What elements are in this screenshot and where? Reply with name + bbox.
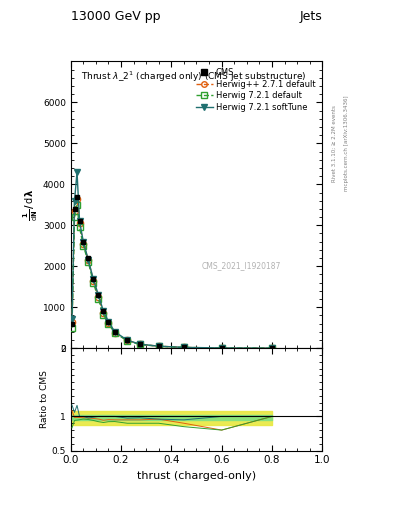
Text: Thrust $\lambda\_2^1$ (charged only) (CMS jet substructure): Thrust $\lambda\_2^1$ (charged only) (CM…: [81, 70, 307, 84]
X-axis label: thrust (charged-only): thrust (charged-only): [137, 471, 256, 481]
Text: 13000 GeV pp: 13000 GeV pp: [71, 10, 160, 23]
Text: Rivet 3.1.10; ≥ 2.2M events: Rivet 3.1.10; ≥ 2.2M events: [332, 105, 337, 182]
Text: CMS_2021_I1920187: CMS_2021_I1920187: [202, 261, 281, 270]
Text: mcplots.cern.ch [arXiv:1306.3436]: mcplots.cern.ch [arXiv:1306.3436]: [344, 96, 349, 191]
Y-axis label: Ratio to CMS: Ratio to CMS: [40, 370, 49, 429]
Text: Jets: Jets: [299, 10, 322, 23]
Legend: CMS, Herwig++ 2.7.1 default, Herwig 7.2.1 default, Herwig 7.2.1 softTune: CMS, Herwig++ 2.7.1 default, Herwig 7.2.…: [193, 66, 318, 114]
Y-axis label: $\mathbf{\frac{1}{\mathrm{d}N}\,/\,\mathrm{d}\lambda}$: $\mathbf{\frac{1}{\mathrm{d}N}\,/\,\math…: [22, 189, 40, 221]
